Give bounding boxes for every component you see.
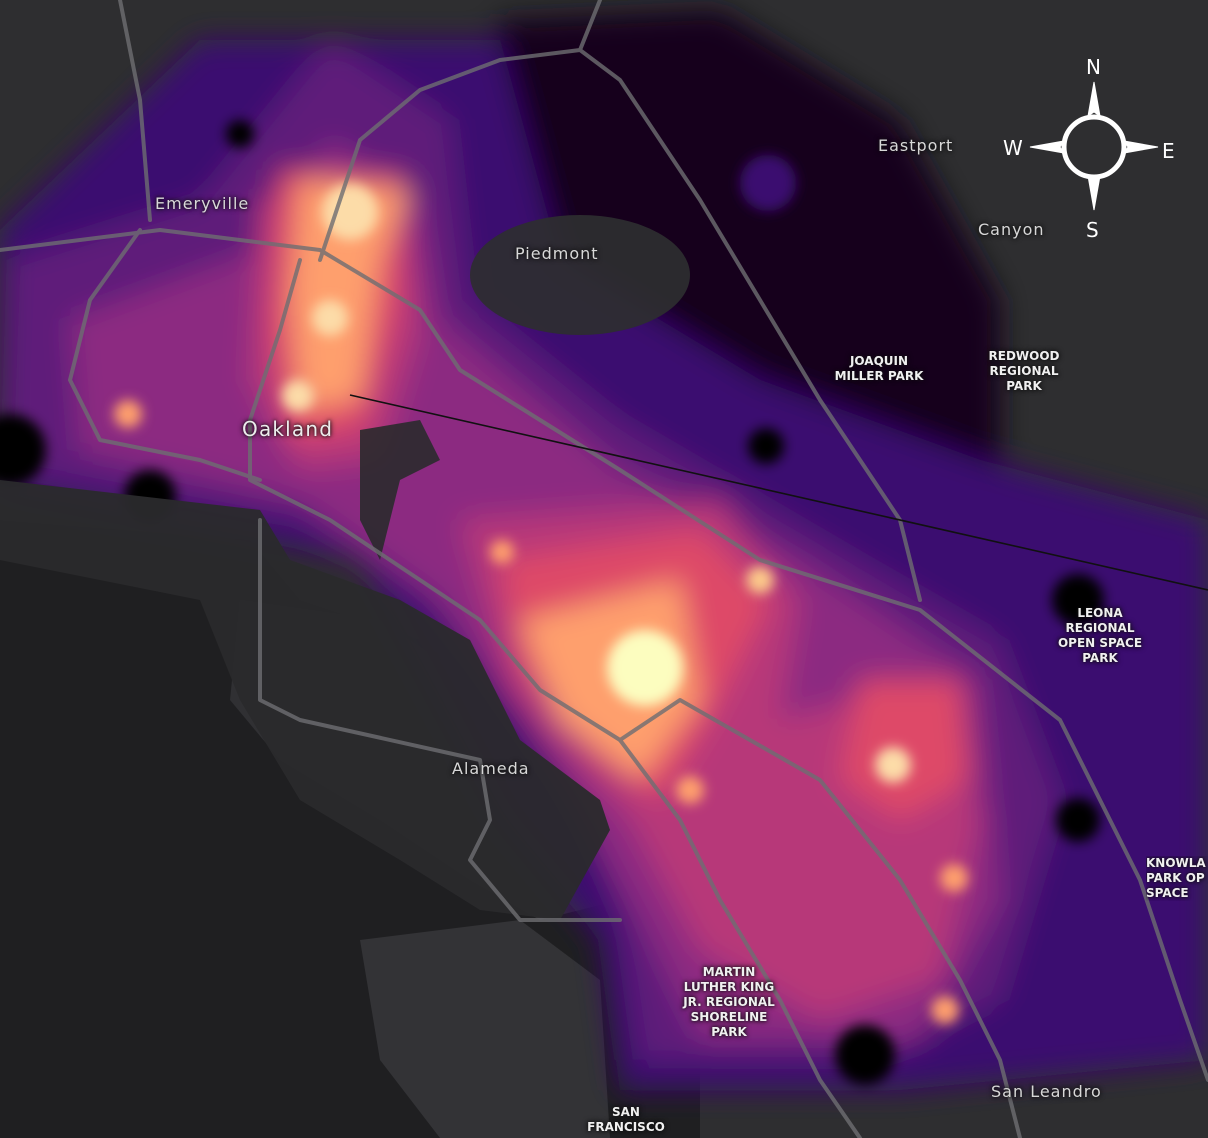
water-overlay [0, 215, 690, 920]
label-piedmont: Piedmont [515, 244, 599, 263]
compass-rose: N E S W [1000, 52, 1200, 242]
survey-line [349, 394, 1208, 591]
compass-icon [1029, 81, 1159, 211]
label-knowland-park: KNOWLA PARK OP SPACE [1146, 856, 1206, 900]
label-emeryville: Emeryville [155, 194, 250, 213]
compass-n: N [1086, 55, 1101, 79]
compass-s: S [1086, 218, 1099, 242]
label-joaquin-miller-park: JOAQUIN MILLER PARK [834, 354, 924, 383]
compass-e: E [1162, 139, 1175, 163]
label-oakland: Oakland [242, 417, 334, 441]
label-alameda: Alameda [452, 759, 530, 778]
density-hotspots [0, 120, 1104, 1085]
label-san-leandro: San Leandro [991, 1082, 1102, 1101]
label-canyon: Canyon [978, 220, 1045, 239]
compass-w: W [1003, 136, 1023, 160]
label-mlk-shoreline-park: MARTIN LUTHER KING JR. REGIONAL SHORELIN… [683, 965, 775, 1039]
label-eastport: Eastport [878, 136, 954, 155]
airport-land [360, 920, 610, 1138]
label-leona-regional-park: LEONA REGIONAL OPEN SPACE PARK [1057, 606, 1143, 665]
label-san-francisco: SAN FRANCISCO [587, 1105, 665, 1134]
label-redwood-regional-park: REDWOOD REGIONAL PARK [988, 349, 1060, 393]
